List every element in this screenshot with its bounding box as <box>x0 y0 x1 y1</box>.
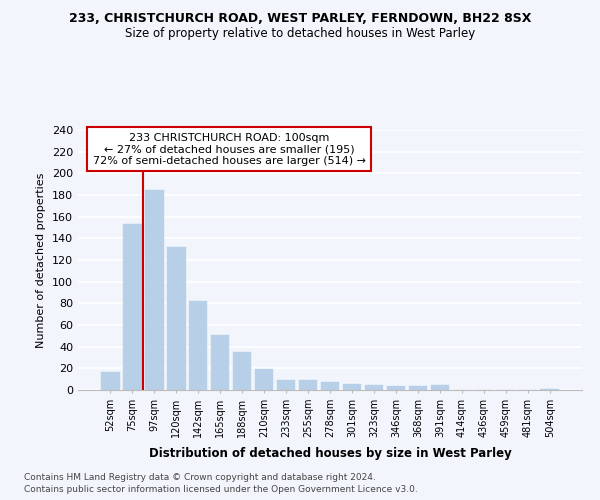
Bar <box>365 384 383 390</box>
Text: 233 CHRISTCHURCH ROAD: 100sqm
← 27% of detached houses are smaller (195)
72% of : 233 CHRISTCHURCH ROAD: 100sqm ← 27% of d… <box>92 132 366 166</box>
Bar <box>233 352 251 390</box>
Y-axis label: Number of detached properties: Number of detached properties <box>37 172 46 348</box>
Text: Contains HM Land Registry data © Crown copyright and database right 2024.: Contains HM Land Registry data © Crown c… <box>24 472 376 482</box>
Bar <box>541 389 559 390</box>
Text: Size of property relative to detached houses in West Parley: Size of property relative to detached ho… <box>125 28 475 40</box>
Bar <box>123 224 142 390</box>
Bar <box>255 370 274 390</box>
Bar <box>320 382 340 390</box>
Bar <box>409 386 427 390</box>
Bar <box>145 190 164 390</box>
Bar <box>211 335 229 390</box>
Text: 233, CHRISTCHURCH ROAD, WEST PARLEY, FERNDOWN, BH22 8SX: 233, CHRISTCHURCH ROAD, WEST PARLEY, FER… <box>69 12 531 26</box>
Bar <box>101 372 119 390</box>
Bar <box>277 380 295 390</box>
Bar <box>343 384 361 390</box>
Text: Contains public sector information licensed under the Open Government Licence v3: Contains public sector information licen… <box>24 485 418 494</box>
Bar <box>386 386 405 390</box>
Bar <box>189 301 208 390</box>
Text: Distribution of detached houses by size in West Parley: Distribution of detached houses by size … <box>149 448 511 460</box>
Bar <box>431 384 449 390</box>
Bar <box>299 380 317 390</box>
Bar <box>167 247 185 390</box>
